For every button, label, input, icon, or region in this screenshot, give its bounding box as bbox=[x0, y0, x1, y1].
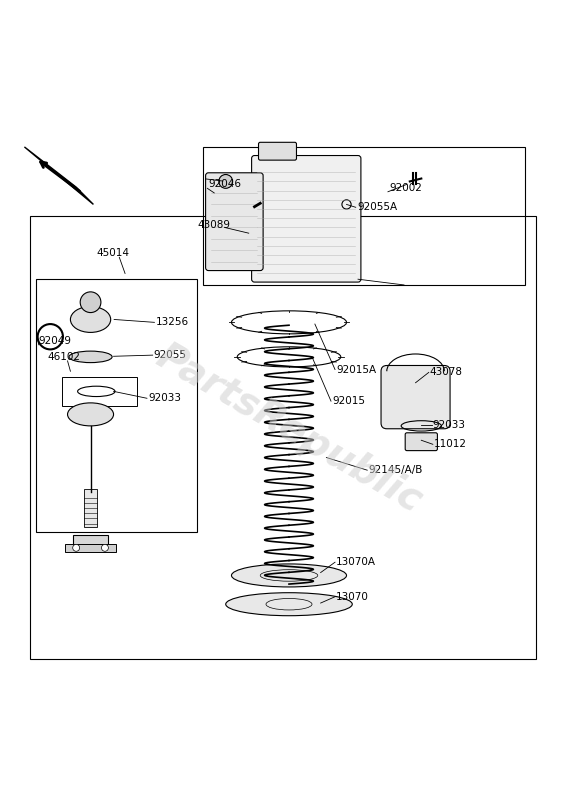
FancyBboxPatch shape bbox=[381, 366, 450, 429]
Text: 92002: 92002 bbox=[389, 183, 422, 194]
Text: 92015A: 92015A bbox=[336, 365, 376, 374]
Circle shape bbox=[219, 174, 232, 188]
Text: 92055: 92055 bbox=[154, 350, 187, 360]
Ellipse shape bbox=[69, 351, 112, 362]
Text: PartsRepublic: PartsRepublic bbox=[149, 337, 429, 520]
FancyBboxPatch shape bbox=[206, 173, 263, 270]
Bar bbox=[65, 544, 116, 553]
Circle shape bbox=[102, 544, 109, 551]
Bar bbox=[84, 489, 98, 526]
Polygon shape bbox=[24, 147, 94, 205]
Text: 43078: 43078 bbox=[430, 367, 463, 378]
Bar bbox=[203, 147, 525, 285]
Ellipse shape bbox=[231, 564, 347, 587]
Text: 92049: 92049 bbox=[39, 336, 72, 346]
Circle shape bbox=[80, 292, 101, 313]
Text: 92015: 92015 bbox=[332, 396, 365, 406]
Text: 92033: 92033 bbox=[433, 420, 466, 430]
Text: 43089: 43089 bbox=[197, 219, 230, 230]
Text: 11012: 11012 bbox=[434, 439, 467, 450]
Bar bbox=[73, 535, 108, 550]
Text: 92046: 92046 bbox=[209, 179, 242, 190]
Ellipse shape bbox=[226, 593, 352, 616]
FancyBboxPatch shape bbox=[251, 155, 361, 282]
Text: 45014: 45014 bbox=[97, 248, 129, 258]
Text: 13070A: 13070A bbox=[336, 558, 376, 567]
Ellipse shape bbox=[68, 403, 113, 426]
Bar bbox=[62, 377, 136, 406]
Circle shape bbox=[73, 544, 80, 551]
Text: 46102: 46102 bbox=[47, 352, 80, 362]
FancyBboxPatch shape bbox=[258, 142, 297, 160]
Bar bbox=[30, 216, 536, 659]
Bar bbox=[36, 279, 197, 532]
Text: 92055A: 92055A bbox=[357, 202, 397, 212]
Text: 92145/A/B: 92145/A/B bbox=[368, 465, 423, 475]
Text: 13070: 13070 bbox=[336, 592, 369, 602]
FancyBboxPatch shape bbox=[405, 433, 438, 450]
Text: 13256: 13256 bbox=[155, 318, 188, 327]
Text: 92033: 92033 bbox=[148, 394, 181, 403]
Ellipse shape bbox=[71, 306, 110, 333]
